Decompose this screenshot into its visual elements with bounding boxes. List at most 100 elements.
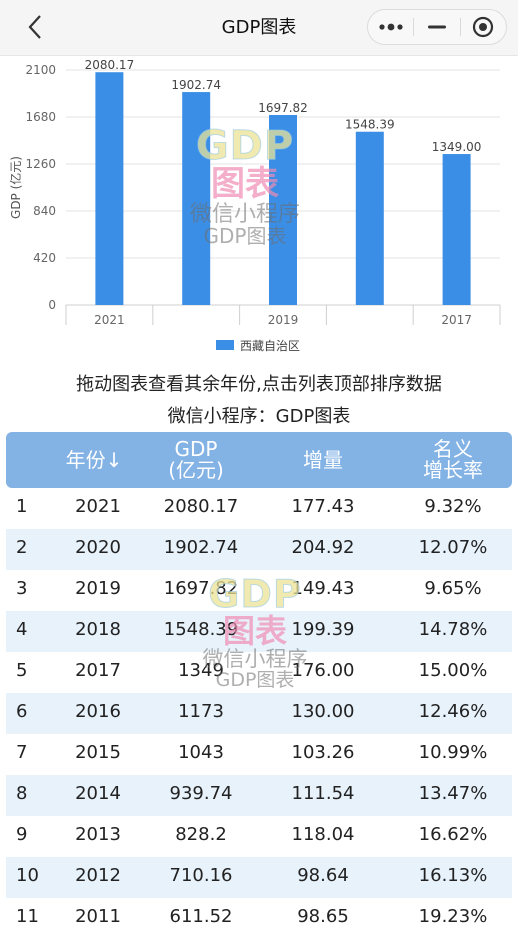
gdp-bar-chart[interactable]: 0 420 840 1260 1680 2100 GDP (亿元) 2080.17 2021 19… [0, 55, 518, 365]
legend-swatch [216, 340, 234, 350]
row-growth-rate: 15.00% [418, 660, 488, 681]
row-growth-rate: 16.13% [418, 865, 488, 886]
chevron-left-icon [28, 15, 41, 39]
hint-caption: 拖动图表查看其余年份,点击列表顶部排序数据 [76, 374, 442, 395]
table-row[interactable]: 5 2017 1349 176.00 15.00% [6, 652, 512, 693]
row-year: 2019 [75, 578, 121, 599]
table-row[interactable]: 10 2012 710.16 98.64 16.13% [6, 857, 512, 898]
mini-program-capsule [367, 9, 507, 45]
source-caption: 微信小程序：GDP图表 [167, 406, 351, 427]
bar [442, 154, 471, 305]
row-year: 2016 [75, 701, 121, 722]
bar [182, 92, 211, 305]
table-row[interactable]: 2 2020 1902.74 204.92 12.07% [6, 529, 512, 570]
row-growth-rate: 12.46% [418, 701, 488, 722]
row-increase: 130.00 [291, 701, 355, 722]
row-growth-rate: 19.23% [418, 906, 488, 927]
increase-column-header[interactable]: 增量 [268, 432, 378, 488]
row-year: 2014 [75, 783, 121, 804]
gdp-header-unit: (亿元) [168, 458, 224, 482]
capsule-divider [459, 18, 461, 36]
bar [269, 115, 297, 305]
close-button[interactable] [461, 10, 506, 44]
row-gdp: 939.74 [169, 783, 233, 804]
x-tick-label: 2017 [441, 313, 472, 327]
row-growth-rate: 16.62% [418, 824, 488, 845]
capsule-divider [413, 18, 415, 36]
row-increase: 118.04 [291, 824, 355, 845]
year-header-label: 年份↓ [65, 447, 123, 472]
gdp-header-label: GDP [174, 437, 218, 461]
row-increase: 176.00 [291, 660, 355, 681]
row-index: 3 [16, 578, 28, 599]
minimize-button[interactable] [414, 10, 459, 44]
chart-svg: 0 420 840 1260 1680 2100 GDP (亿元) 2080.17 2021 19… [8, 58, 501, 353]
row-index: 5 [16, 660, 28, 681]
row-increase: 111.54 [291, 783, 355, 804]
row-year: 2017 [75, 660, 121, 681]
increase-header-label: 增量 [303, 447, 343, 472]
row-index: 11 [16, 906, 39, 927]
gdp-column-header[interactable]: GDP (亿元) [146, 432, 246, 488]
table-row[interactable]: 3 2019 1697.82 149.43 9.65% [6, 570, 512, 611]
row-year: 2018 [75, 619, 121, 640]
row-gdp: 1173 [178, 701, 224, 722]
table-row[interactable]: 7 2015 1043 103.26 10.99% [6, 734, 512, 775]
rate-header-label-1: 名义 [433, 437, 473, 461]
row-index: 8 [16, 783, 28, 804]
more-button[interactable] [368, 10, 413, 44]
row-increase: 199.39 [291, 619, 355, 640]
row-index: 9 [16, 824, 28, 845]
nav-bar: GDP图表 [0, 0, 518, 56]
x-tick-label: 2019 [268, 313, 299, 327]
y-tick-label: 840 [33, 204, 56, 218]
row-gdp: 1697.82 [163, 578, 239, 599]
y-tick-label: 1680 [25, 110, 56, 124]
table-row[interactable]: 9 2013 828.2 118.04 16.62% [6, 816, 512, 857]
row-year: 2011 [75, 906, 121, 927]
y-axis-label: GDP (亿元) [8, 156, 23, 219]
y-tick-label: 1260 [25, 157, 56, 171]
row-year: 2021 [75, 496, 121, 517]
table-row[interactable]: 11 2011 611.52 98.65 19.23% [6, 898, 512, 939]
bar [355, 131, 384, 305]
minimize-icon [427, 25, 446, 29]
row-index: 6 [16, 701, 28, 722]
bar-value-label: 1697.82 [258, 101, 308, 115]
row-index: 2 [16, 537, 28, 558]
bar-value-label: 1349.00 [432, 140, 482, 154]
row-gdp: 828.2 [175, 824, 227, 845]
row-index: 7 [16, 742, 28, 763]
target-circle-icon [473, 16, 494, 38]
back-button[interactable] [20, 12, 50, 42]
row-growth-rate: 12.07% [418, 537, 488, 558]
row-growth-rate: 14.78% [418, 619, 488, 640]
row-year: 2020 [75, 537, 121, 558]
table-row[interactable]: 4 2018 1548.39 199.39 14.78% [6, 611, 512, 652]
y-tick-label: 420 [33, 251, 56, 265]
row-growth-rate: 13.47% [418, 783, 488, 804]
row-year: 2015 [75, 742, 121, 763]
row-index: 4 [16, 619, 28, 640]
row-gdp: 2080.17 [163, 496, 239, 517]
row-gdp: 710.16 [169, 865, 233, 886]
y-tick-label: 0 [48, 298, 56, 312]
y-tick-label: 2100 [25, 63, 56, 77]
row-gdp: 1349 [178, 660, 224, 681]
year-column-header[interactable]: 年份↓ [44, 432, 144, 488]
rate-column-header[interactable]: 名义 增长率 [398, 432, 508, 488]
table-row[interactable]: 8 2014 939.74 111.54 13.47% [6, 775, 512, 816]
row-growth-rate: 10.99% [418, 742, 488, 763]
table-row[interactable]: 6 2016 1173 130.00 12.46% [6, 693, 512, 734]
more-dots-icon [379, 23, 403, 31]
gdp-table-body: 1 2021 2080.17 177.43 9.32% 2 2020 1902.… [6, 488, 512, 939]
row-growth-rate: 9.32% [424, 496, 482, 517]
row-increase: 177.43 [291, 496, 355, 517]
row-increase: 103.26 [291, 742, 355, 763]
bar-value-label: 1548.39 [345, 118, 395, 132]
row-increase: 204.92 [291, 537, 355, 558]
row-gdp: 1043 [178, 742, 224, 763]
table-row[interactable]: 1 2021 2080.17 177.43 9.32% [6, 488, 512, 529]
x-tick-label: 2021 [94, 313, 125, 327]
table-header: 年份↓ GDP (亿元) 增量 名义 增长率 [6, 432, 512, 488]
